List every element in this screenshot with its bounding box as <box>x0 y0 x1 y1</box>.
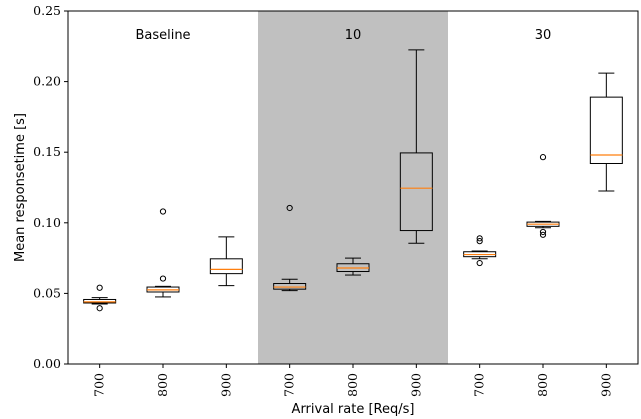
x-tick-label-1: 800 <box>155 373 170 397</box>
box-body <box>273 283 307 290</box>
group-labels: Baseline 10 30 <box>135 28 551 43</box>
x-tick-label-2: 900 <box>218 373 233 397</box>
box-body <box>399 152 433 232</box>
box-0 <box>83 284 117 312</box>
outlier-point-1 <box>159 275 167 282</box>
outlier-point-0 <box>286 204 293 212</box>
y-tick-label-4: 0.20 <box>33 74 61 89</box>
outlier-point-0 <box>96 284 103 291</box>
box-body <box>589 96 623 164</box>
x-tick-label-4: 800 <box>345 373 360 397</box>
y-axis-title: Mean responsetime [s] <box>13 113 28 262</box>
box-2 <box>209 236 243 287</box>
y-axis-ticks: 0.00 0.05 0.10 0.15 0.20 0.25 <box>33 3 68 371</box>
box-8 <box>589 72 623 192</box>
outlier-point-1 <box>539 228 547 236</box>
group-label-1: 10 <box>345 28 362 43</box>
outlier-point-1 <box>476 238 483 245</box>
box-3 <box>273 204 307 292</box>
x-tick-label-6: 700 <box>472 373 487 397</box>
shaded-region-1 <box>258 11 448 364</box>
outlier-point-0 <box>159 208 167 215</box>
box-7 <box>526 154 560 238</box>
box-1 <box>146 208 180 298</box>
outlier-point-2 <box>539 231 547 238</box>
x-tick-label-8: 900 <box>598 373 613 397</box>
group-label-2: 30 <box>535 28 552 43</box>
x-tick-label-0: 700 <box>92 373 107 397</box>
box-4 <box>336 257 370 276</box>
box-body <box>209 258 243 275</box>
boxes <box>83 49 623 312</box>
x-tick-label-5: 900 <box>408 373 423 397</box>
outlier-point-0 <box>476 235 483 242</box>
y-tick-label-5: 0.25 <box>33 3 61 18</box>
y-tick-label-3: 0.15 <box>33 144 61 159</box>
x-tick-label-3: 700 <box>282 373 297 397</box>
x-axis-ticks: 700 800 900 700 800 900 700 800 900 <box>92 364 613 397</box>
outlier-point-2 <box>476 259 483 267</box>
y-tick-label-2: 0.10 <box>33 215 61 230</box>
x-axis-title: Arrival rate [Req/s] <box>292 402 415 417</box>
box-5 <box>399 49 433 244</box>
outlier-point-0 <box>539 154 547 161</box>
y-tick-label-0: 0.00 <box>33 356 61 371</box>
group-label-0: Baseline <box>135 28 190 43</box>
shaded-regions <box>258 11 448 364</box>
y-tick-label-1: 0.05 <box>33 285 61 300</box>
outlier-point-1 <box>96 305 103 312</box>
x-tick-label-7: 800 <box>535 373 550 397</box>
box-6 <box>463 235 497 267</box>
box-body <box>83 298 117 304</box>
